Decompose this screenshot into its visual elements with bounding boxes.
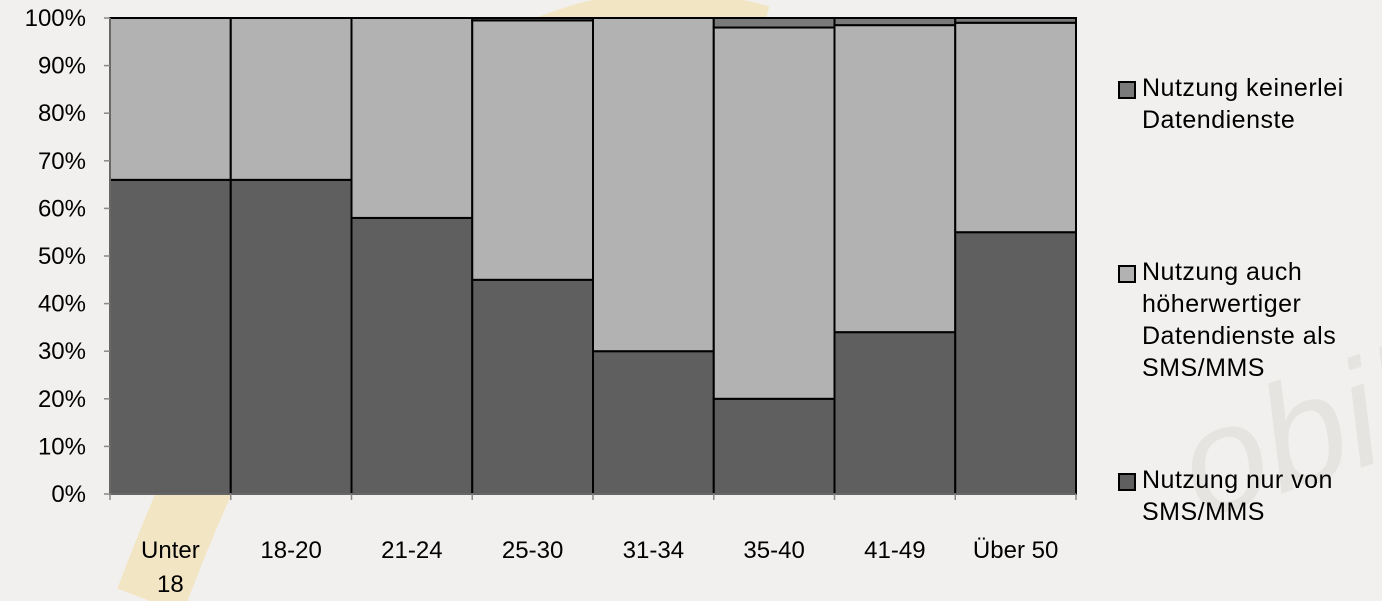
bar-segment bbox=[833, 17, 957, 27]
bar-segment bbox=[471, 17, 594, 22]
x-tick-label: 31-34 bbox=[623, 537, 684, 564]
bar-segment bbox=[712, 17, 836, 29]
legend-swatch-keinerlei bbox=[1118, 81, 1136, 99]
y-tick-label: 30% bbox=[38, 338, 86, 365]
legend-label-hoeherwertig: Nutzung auch höherwertiger Datendienste … bbox=[1142, 258, 1337, 382]
bar-segment bbox=[833, 24, 957, 334]
bar-segment bbox=[471, 278, 594, 495]
bar-segment bbox=[954, 231, 1077, 495]
y-tick-label: 80% bbox=[38, 100, 86, 127]
y-tick-label: 100% bbox=[25, 5, 86, 32]
bar-segment bbox=[350, 216, 474, 495]
bar-segment bbox=[592, 350, 715, 496]
x-tick-label: 21-24 bbox=[381, 537, 442, 564]
y-tick-label: 0% bbox=[51, 481, 86, 508]
bars-group bbox=[109, 17, 1077, 496]
x-tick-label: 25-30 bbox=[502, 537, 563, 564]
y-tick-label: 50% bbox=[38, 243, 86, 270]
bar-segment bbox=[109, 178, 232, 495]
x-tick-label: Über 50 bbox=[973, 537, 1058, 564]
x-tick-label: Unter 18 bbox=[141, 537, 200, 598]
y-tick-label: 70% bbox=[38, 148, 86, 175]
legend-label-nur-sms: Nutzung nur von SMS/MMS bbox=[1142, 466, 1333, 526]
x-tick-label: 18-20 bbox=[260, 537, 321, 564]
bar-segment bbox=[229, 17, 353, 181]
legend-swatch-hoeherwertig bbox=[1118, 265, 1136, 283]
y-tick-labels: 0% 10% 20% 30% 40% 50% 60% 70% 80% 90% 100% bbox=[25, 5, 110, 508]
x-tick-labels: Unter 18 18-20 21-24 25-30 31-34 35-40 41-49 Übe… bbox=[109, 494, 1077, 598]
legend-item-keinerlei: Nutzung keinerlei Datendienste bbox=[1118, 72, 1382, 136]
legend-item-hoeherwertig: Nutzung auch höherwertiger Datendienste … bbox=[1118, 256, 1382, 384]
y-tick-label: 60% bbox=[38, 195, 86, 222]
x-tick-label: 41-49 bbox=[864, 537, 925, 564]
legend-swatch-nur-sms bbox=[1118, 473, 1136, 491]
y-tick-label: 90% bbox=[38, 53, 86, 80]
bar-segment bbox=[592, 17, 715, 353]
y-tick-label: 40% bbox=[38, 291, 86, 318]
legend: Nutzung keinerlei Datendienste Nutzung a… bbox=[1118, 0, 1382, 601]
bar-segment bbox=[350, 17, 474, 219]
bar-segment bbox=[229, 178, 353, 495]
bar-segment bbox=[833, 331, 957, 495]
y-tick-label: 10% bbox=[38, 433, 86, 460]
x-tick-label: 35-40 bbox=[743, 537, 804, 564]
bar-segment bbox=[109, 17, 232, 181]
bar-segment bbox=[712, 397, 836, 495]
bar-segment bbox=[712, 26, 836, 400]
y-tick-label: 20% bbox=[38, 386, 86, 413]
bar-segment bbox=[954, 17, 1077, 24]
legend-label-keinerlei: Nutzung keinerlei Datendienste bbox=[1142, 74, 1344, 134]
legend-item-nur-sms: Nutzung nur von SMS/MMS bbox=[1118, 464, 1382, 528]
bar-segment bbox=[954, 21, 1077, 234]
bar-segment bbox=[471, 19, 594, 281]
